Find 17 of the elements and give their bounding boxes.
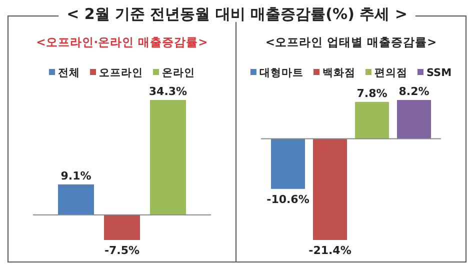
- legend-label: 편의점: [374, 67, 408, 79]
- data-label: 8.2%: [398, 85, 430, 98]
- legend-label: 오프라인: [99, 67, 143, 79]
- data-label: 34.3%: [148, 85, 188, 98]
- legend-label: 전체: [58, 67, 80, 79]
- chart-title: <오프라인 업태별 매출증감률>: [265, 35, 437, 49]
- data-label: -7.5%: [104, 244, 140, 257]
- legend-label: 온라인: [162, 67, 195, 79]
- data-label: 9.1%: [60, 169, 92, 182]
- data-label: -10.6%: [266, 192, 310, 206]
- data-label: -21.4%: [308, 244, 352, 257]
- legend-label: 백화점: [322, 67, 356, 79]
- legend-label: 대형마트: [259, 67, 304, 79]
- data-label: 7.8%: [356, 86, 388, 100]
- chart-title: < 2월 기준 전년동월 대비 매출증감률(%) 추세 >: [66, 5, 408, 23]
- legend-label: SSM: [426, 67, 452, 79]
- chart-subtitle: <오프라인·온라인 매출증감률>: [36, 35, 208, 49]
